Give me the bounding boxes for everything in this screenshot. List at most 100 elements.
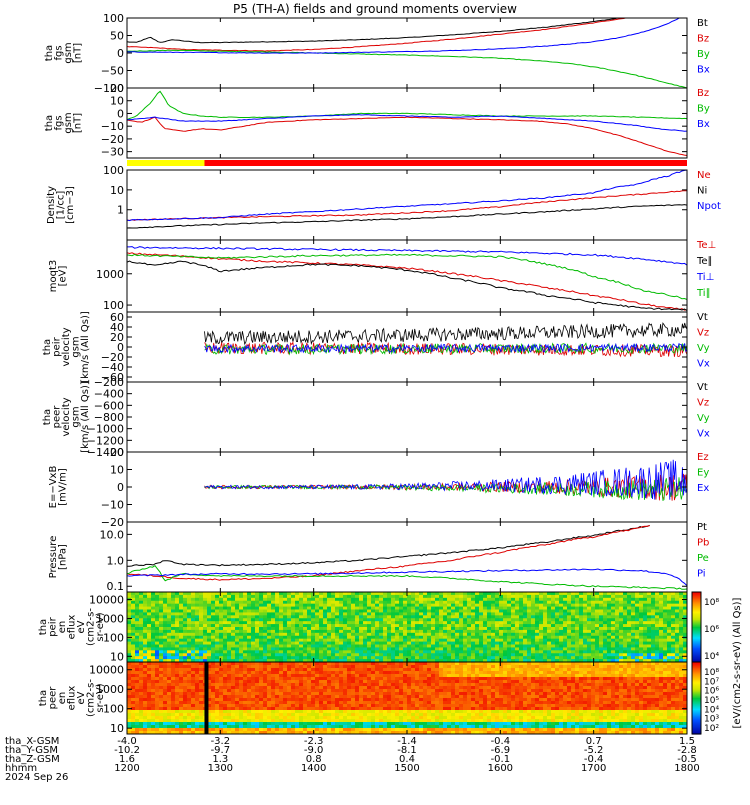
legend-Vy: Vy	[697, 343, 710, 354]
y-tick-label: 0	[117, 47, 124, 60]
legend-Bx: Bx	[697, 65, 710, 76]
legend-Vy: Vy	[697, 413, 710, 424]
y-tick-label: 100	[103, 12, 124, 25]
panel-frame	[127, 382, 687, 452]
series-line-Pt	[127, 525, 650, 566]
panel-peir-velocity: VtVzVyVx6040200−20−40−60thapeirvelocityg…	[42, 311, 710, 384]
series-line-Ni	[127, 205, 687, 228]
panel-frame	[127, 170, 687, 240]
series-line-Pi	[127, 569, 687, 586]
y-axis-label: [eV]	[58, 266, 69, 287]
legend-By: By	[697, 49, 710, 60]
legend-Vt: Vt	[697, 382, 708, 393]
y-tick-label: 10000	[89, 594, 124, 607]
y-axis-label: [mV/m]	[58, 468, 69, 506]
y-axis-label: [nT]	[73, 113, 84, 133]
series-line-Te⊥	[127, 253, 687, 310]
panel-peer-velocity: VtVzVyVx−200−400−600−800−1000−1200−1400t…	[42, 376, 710, 459]
chart-title: P5 (TH-A) fields and ground moments over…	[233, 2, 517, 16]
legend-Pt: Pt	[697, 522, 707, 533]
y-tick-label: 10	[110, 95, 124, 108]
y-tick-label: −20	[101, 516, 124, 529]
y-tick-label: 1	[117, 204, 124, 217]
series-group	[205, 323, 688, 357]
series-line-Ti∥	[127, 254, 687, 299]
legend-Npot: Npot	[697, 201, 721, 212]
y-tick-label: 1000	[96, 268, 124, 281]
series-line-Vt	[205, 323, 688, 344]
y-axis-label: [km/s (All Qs)]	[80, 381, 91, 453]
legend-Bz: Bz	[697, 88, 709, 99]
legend-Pb: Pb	[697, 538, 709, 549]
legend-Vx: Vx	[697, 359, 710, 370]
panel-peer-eflux: 10000100010010thapeerenefluxeV(cm2-s-sr-…	[38, 662, 688, 735]
y-tick-label: −50	[101, 65, 124, 78]
legend-Ni: Ni	[697, 186, 707, 197]
series-group	[205, 460, 688, 501]
legend-Vz: Vz	[697, 398, 709, 409]
legend-Ez: Ez	[697, 452, 709, 463]
y-axis-label: [nT]	[73, 43, 84, 63]
y-tick-label: 100	[103, 631, 124, 644]
y-tick-label: −10	[101, 120, 124, 133]
series-group	[127, 14, 687, 88]
legend-Vx: Vx	[697, 429, 710, 440]
legend-Te⊥: Te⊥	[696, 240, 716, 251]
series-line-Bz	[127, 14, 650, 51]
legend-Pi: Pi	[697, 569, 706, 580]
legend-Pe: Pe	[697, 553, 709, 564]
legend-Ey: Ey	[697, 468, 709, 479]
legend-Ti⊥: Ti⊥	[696, 272, 714, 283]
spectrogram	[127, 592, 688, 663]
y-tick-label: −30	[101, 146, 124, 159]
legend-Bt: Bt	[697, 18, 708, 29]
panel-frame	[127, 522, 687, 592]
y-tick-label: 0	[117, 481, 124, 494]
legend-Vz: Vz	[697, 328, 709, 339]
panel-frame	[127, 88, 687, 158]
y-tick-label: −10	[101, 499, 124, 512]
spectrogram	[127, 662, 688, 735]
y-tick-label: 0.1	[107, 580, 125, 593]
series-group	[127, 525, 687, 589]
y-tick-label: 20	[110, 446, 124, 459]
series-line-Ne	[127, 191, 687, 221]
series-line-Ti⊥	[127, 247, 687, 266]
legend-Ne: Ne	[697, 170, 711, 181]
y-tick-label: −20	[101, 133, 124, 146]
series-group	[127, 91, 687, 155]
y-axis-label: [km/s (All Qs)]	[80, 311, 91, 383]
legend-Vt: Vt	[697, 312, 708, 323]
series-group	[127, 247, 687, 311]
y-tick-label: 100	[103, 164, 124, 177]
y-axis-label: [cm−3]	[65, 186, 76, 224]
legend-Ti∥: Ti∥	[696, 288, 711, 299]
legend-Te∥: Te∥	[696, 256, 713, 267]
series-group	[127, 170, 687, 228]
legend-Bz: Bz	[697, 34, 709, 45]
series-line-By	[127, 91, 687, 119]
legend-Bx: Bx	[697, 119, 710, 130]
y-tick-label: 10.0	[100, 528, 125, 541]
series-line-Pe	[127, 566, 687, 590]
legend-Ex: Ex	[697, 483, 709, 494]
y-tick-label: 1.0	[107, 554, 125, 567]
y-tick-label: 20	[110, 82, 124, 95]
y-tick-label: 10	[110, 650, 124, 663]
y-axis-label: sr-eV)	[95, 612, 106, 641]
mode-bar-segment	[204, 160, 687, 166]
legend-By: By	[697, 104, 710, 115]
y-tick-label: 50	[110, 30, 124, 43]
panel-peir-eflux: 10000100010010thapeirenefluxeV(cm2-s-sr-…	[38, 592, 688, 663]
y-axis-label: [nPa]	[58, 544, 69, 570]
y-tick-label: 10	[110, 464, 124, 477]
y-tick-label: 10	[110, 184, 124, 197]
